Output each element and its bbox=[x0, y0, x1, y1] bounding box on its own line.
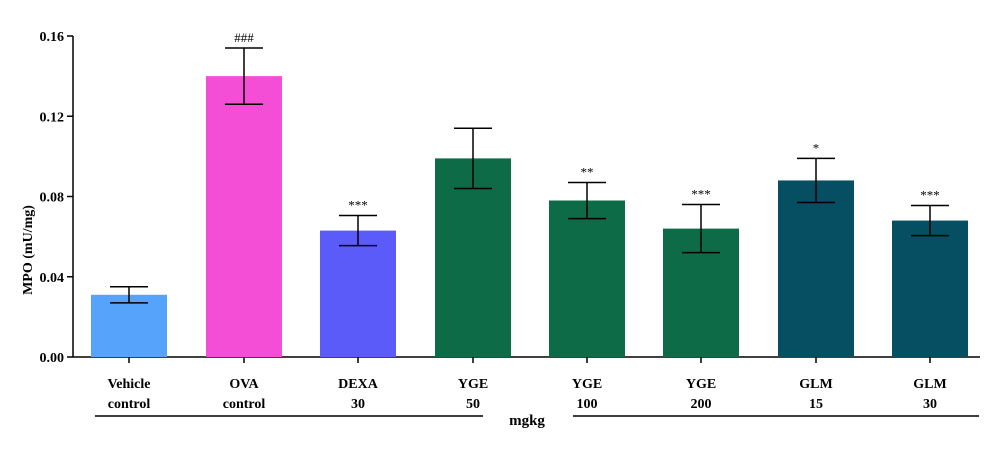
significance-marker: ### bbox=[234, 30, 254, 45]
category-label-line1: GLM bbox=[799, 377, 832, 392]
significance-marker: * bbox=[813, 140, 820, 155]
category-label-line1: OVA bbox=[229, 377, 259, 392]
bar bbox=[320, 230, 396, 357]
category-label-line2: control bbox=[223, 397, 266, 412]
bar bbox=[91, 294, 167, 357]
category-label-line1: YGE bbox=[572, 377, 602, 392]
bar bbox=[206, 76, 282, 357]
category-label-line1: YGE bbox=[686, 377, 716, 392]
category-label-line2: 30 bbox=[923, 397, 937, 412]
bars: ###************ bbox=[91, 30, 968, 357]
dose-unit-label: mgkg bbox=[509, 413, 545, 429]
y-tick-label: 0.08 bbox=[40, 191, 65, 206]
significance-marker: *** bbox=[348, 198, 368, 213]
category-label-line1: DEXA bbox=[338, 377, 379, 392]
bar bbox=[892, 220, 968, 357]
significance-marker: *** bbox=[691, 187, 711, 202]
category-label-line2: 15 bbox=[809, 397, 823, 412]
bar bbox=[549, 200, 625, 357]
x-axis-labels: Vehicle control OVA control DEXA 30 YGE 50 YGE 10… bbox=[107, 377, 946, 412]
bar bbox=[435, 158, 511, 357]
category-label-line2: 50 bbox=[466, 397, 480, 412]
y-tick-label: 0.04 bbox=[40, 271, 65, 286]
category-label-line1: YGE bbox=[458, 377, 488, 392]
y-tick-label: 0.16 bbox=[40, 30, 65, 45]
y-tick-label: 0.00 bbox=[40, 351, 65, 366]
bar bbox=[778, 180, 854, 357]
category-label-line2: 100 bbox=[577, 397, 598, 412]
y-tick-label: 0.12 bbox=[40, 110, 65, 125]
category-label-line1: GLM bbox=[913, 377, 946, 392]
y-axis-label: MPO (mU/mg) bbox=[21, 205, 36, 295]
significance-marker: ** bbox=[581, 164, 594, 179]
category-label-line2: control bbox=[108, 397, 151, 412]
category-label-line1: Vehicle bbox=[107, 377, 150, 392]
category-label-line2: 30 bbox=[351, 397, 365, 412]
category-label-line2: 200 bbox=[691, 397, 712, 412]
significance-marker: *** bbox=[920, 188, 940, 203]
